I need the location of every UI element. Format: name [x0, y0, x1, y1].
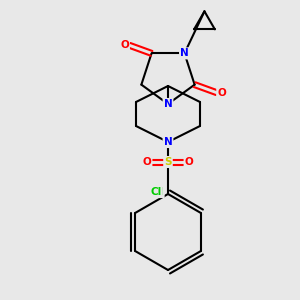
Text: O: O — [120, 40, 129, 50]
Text: N: N — [180, 48, 189, 58]
Text: Cl: Cl — [152, 187, 164, 197]
Text: O: O — [142, 157, 152, 167]
Text: O: O — [217, 88, 226, 98]
Text: Cl: Cl — [150, 187, 162, 197]
Text: N: N — [164, 137, 172, 147]
Text: S: S — [164, 157, 172, 167]
Text: N: N — [164, 99, 172, 109]
Text: O: O — [184, 157, 194, 167]
